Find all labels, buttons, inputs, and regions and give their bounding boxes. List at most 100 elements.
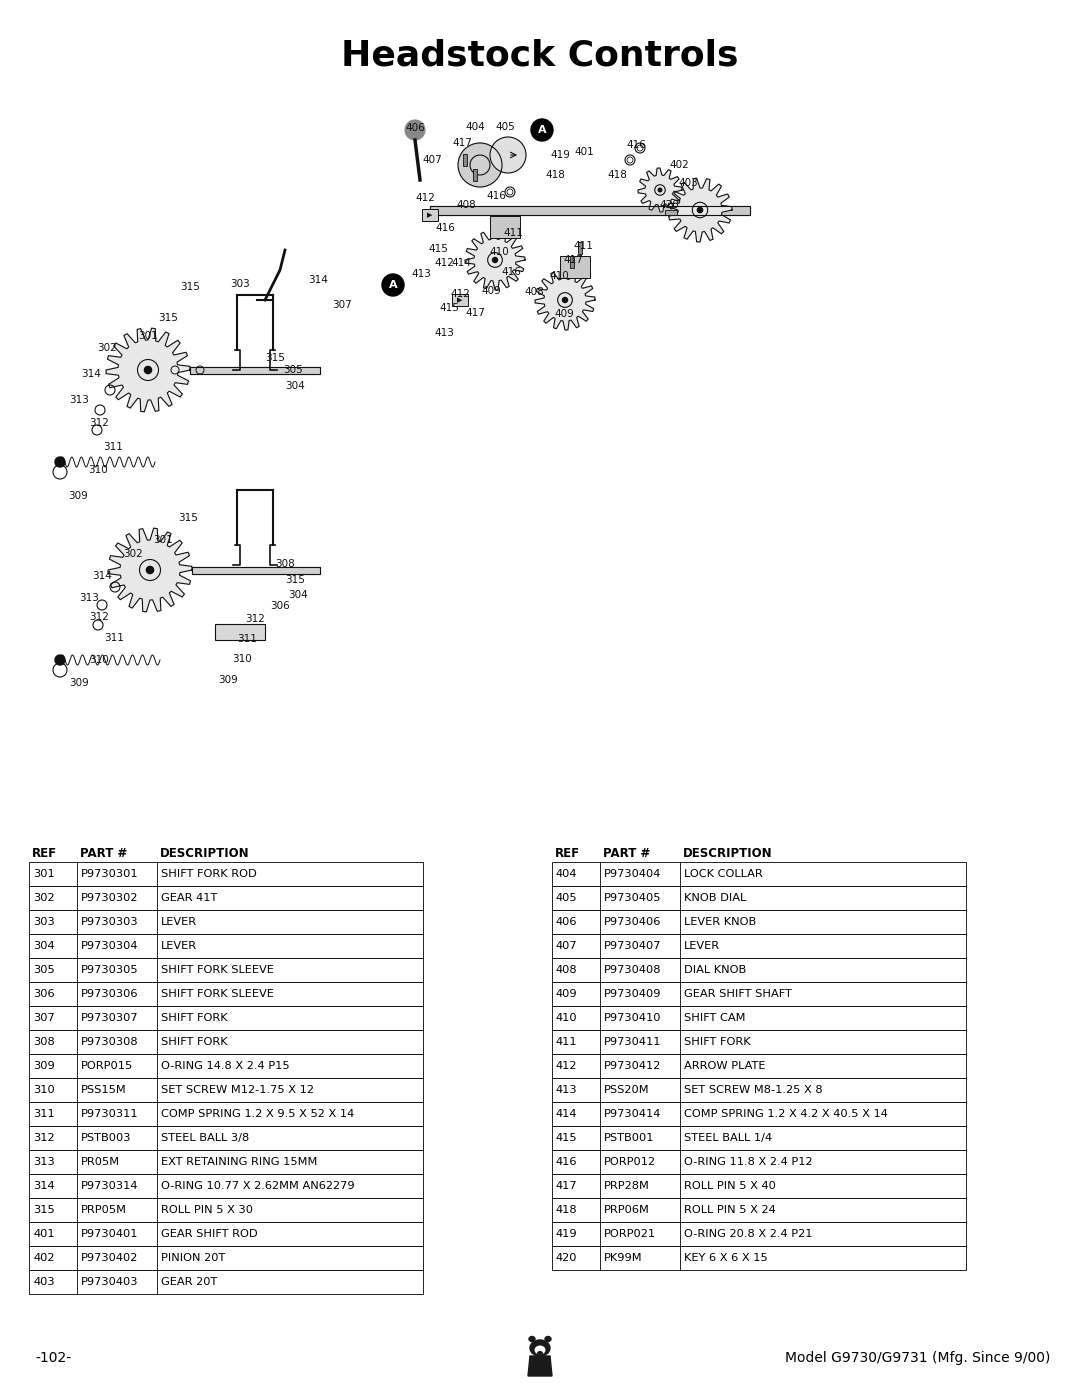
Text: P9730302: P9730302 bbox=[81, 893, 138, 902]
Text: ROLL PIN 5 X 30: ROLL PIN 5 X 30 bbox=[161, 1206, 253, 1215]
Text: P9730403: P9730403 bbox=[81, 1277, 138, 1287]
Text: 419: 419 bbox=[556, 1229, 578, 1239]
Text: 410: 410 bbox=[549, 271, 569, 281]
Text: O-RING 10.77 X 2.62MM AN62279: O-RING 10.77 X 2.62MM AN62279 bbox=[161, 1180, 354, 1192]
Circle shape bbox=[458, 142, 502, 187]
Text: P9730401: P9730401 bbox=[81, 1229, 138, 1239]
Text: P9730311: P9730311 bbox=[81, 1109, 138, 1119]
Text: 405: 405 bbox=[495, 122, 515, 131]
Text: PRP05M: PRP05M bbox=[81, 1206, 127, 1215]
Polygon shape bbox=[535, 270, 595, 330]
Text: 412: 412 bbox=[556, 1060, 578, 1071]
Text: PSTB001: PSTB001 bbox=[604, 1133, 654, 1143]
Bar bbox=[578, 242, 582, 254]
Text: 411: 411 bbox=[556, 1037, 578, 1046]
Text: 310: 310 bbox=[89, 465, 108, 475]
Text: 403: 403 bbox=[678, 177, 698, 189]
Circle shape bbox=[145, 366, 151, 373]
Text: 407: 407 bbox=[556, 942, 578, 951]
Text: 309: 309 bbox=[69, 678, 89, 687]
Text: 304: 304 bbox=[288, 590, 308, 599]
Circle shape bbox=[492, 257, 498, 263]
Text: Model G9730/G9731 (Mfg. Since 9/00): Model G9730/G9731 (Mfg. Since 9/00) bbox=[785, 1351, 1050, 1365]
Text: DESCRIPTION: DESCRIPTION bbox=[160, 847, 249, 861]
Text: 308: 308 bbox=[275, 559, 295, 569]
Polygon shape bbox=[638, 168, 681, 212]
Text: ARROW PLATE: ARROW PLATE bbox=[684, 1060, 766, 1071]
Bar bbox=[422, 210, 438, 221]
Bar bbox=[552, 1006, 966, 1030]
Bar bbox=[552, 1102, 966, 1126]
Text: 306: 306 bbox=[270, 601, 289, 610]
Bar bbox=[29, 1078, 423, 1102]
Text: P9730405: P9730405 bbox=[604, 893, 661, 902]
Circle shape bbox=[563, 298, 567, 303]
Bar bbox=[552, 958, 966, 982]
Text: 416: 416 bbox=[435, 224, 455, 233]
Text: 315: 315 bbox=[285, 576, 305, 585]
Text: 314: 314 bbox=[92, 571, 112, 581]
Text: 315: 315 bbox=[158, 313, 178, 323]
Text: 410: 410 bbox=[556, 1013, 578, 1023]
Bar bbox=[561, 256, 590, 278]
Text: SHIFT FORK SLEEVE: SHIFT FORK SLEEVE bbox=[161, 989, 274, 999]
Text: 404: 404 bbox=[465, 122, 485, 131]
Text: P9730402: P9730402 bbox=[81, 1253, 138, 1263]
Text: SET SCREW M8-1.25 X 8: SET SCREW M8-1.25 X 8 bbox=[684, 1085, 823, 1095]
Text: ▶: ▶ bbox=[428, 212, 433, 218]
Text: LOCK COLLAR: LOCK COLLAR bbox=[684, 869, 762, 879]
Text: 417: 417 bbox=[556, 1180, 578, 1192]
Text: PR05M: PR05M bbox=[81, 1157, 120, 1166]
Text: ROLL PIN 5 X 24: ROLL PIN 5 X 24 bbox=[684, 1206, 775, 1215]
Text: 409: 409 bbox=[556, 989, 578, 999]
Text: PK99M: PK99M bbox=[604, 1253, 643, 1263]
Bar bbox=[552, 1126, 966, 1150]
Text: PART #: PART # bbox=[603, 847, 650, 861]
Bar bbox=[29, 862, 423, 886]
Bar bbox=[29, 1246, 423, 1270]
Text: 311: 311 bbox=[103, 441, 123, 453]
Text: 304: 304 bbox=[33, 942, 55, 951]
Text: 311: 311 bbox=[238, 634, 257, 644]
Bar bbox=[570, 256, 573, 268]
Text: STEEL BALL 3/8: STEEL BALL 3/8 bbox=[161, 1133, 249, 1143]
Text: A: A bbox=[538, 124, 546, 136]
Bar bbox=[552, 862, 966, 886]
Text: P9730414: P9730414 bbox=[604, 1109, 661, 1119]
Ellipse shape bbox=[537, 1351, 543, 1355]
Bar bbox=[552, 1030, 966, 1053]
Bar bbox=[552, 1199, 966, 1222]
Text: 415: 415 bbox=[440, 303, 459, 313]
Text: 420: 420 bbox=[659, 200, 679, 210]
Text: 417: 417 bbox=[465, 307, 485, 319]
Text: 305: 305 bbox=[33, 965, 55, 975]
Circle shape bbox=[55, 655, 65, 665]
Text: REF: REF bbox=[32, 847, 57, 861]
Bar bbox=[665, 210, 677, 215]
Text: P9730404: P9730404 bbox=[604, 869, 661, 879]
Bar bbox=[29, 1030, 423, 1053]
Text: ROLL PIN 5 X 40: ROLL PIN 5 X 40 bbox=[684, 1180, 775, 1192]
Bar bbox=[29, 1102, 423, 1126]
Text: 409: 409 bbox=[481, 286, 501, 296]
Text: 315: 315 bbox=[178, 513, 198, 522]
Text: 303: 303 bbox=[33, 916, 55, 928]
Polygon shape bbox=[465, 231, 525, 291]
Text: 417: 417 bbox=[563, 256, 583, 265]
Text: 303: 303 bbox=[230, 279, 249, 289]
Bar bbox=[552, 982, 966, 1006]
Text: P9730407: P9730407 bbox=[604, 942, 661, 951]
Text: DESCRIPTION: DESCRIPTION bbox=[683, 847, 772, 861]
Bar bbox=[29, 1222, 423, 1246]
Text: A: A bbox=[389, 279, 397, 291]
Text: 310: 310 bbox=[90, 655, 109, 665]
Text: SHIFT FORK ROD: SHIFT FORK ROD bbox=[161, 869, 257, 879]
Circle shape bbox=[405, 120, 426, 140]
Text: 406: 406 bbox=[556, 916, 578, 928]
Text: P9730306: P9730306 bbox=[81, 989, 138, 999]
Text: 312: 312 bbox=[33, 1133, 55, 1143]
Text: 418: 418 bbox=[556, 1206, 578, 1215]
Bar bbox=[29, 1173, 423, 1199]
Text: PART #: PART # bbox=[80, 847, 127, 861]
Text: LEVER: LEVER bbox=[161, 916, 198, 928]
